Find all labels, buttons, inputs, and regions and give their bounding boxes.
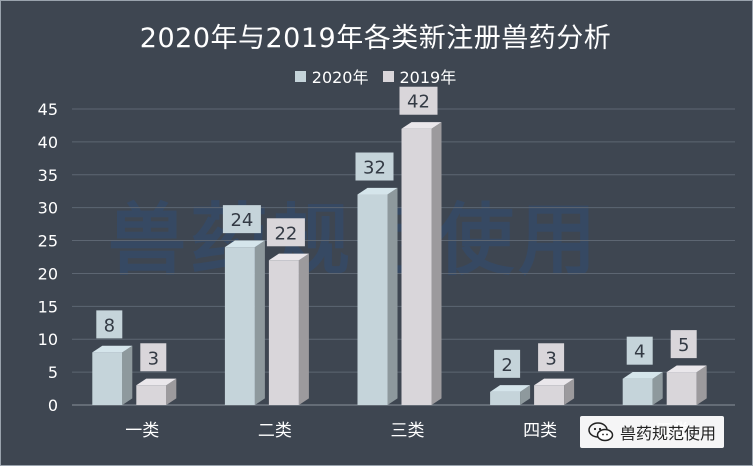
bar-side <box>122 345 133 405</box>
bar-top <box>666 365 707 373</box>
data-label-box <box>355 152 394 181</box>
data-label-box <box>670 330 697 359</box>
y-tick-label: 30 <box>38 199 58 218</box>
data-label: 22 <box>274 223 297 244</box>
y-tick-label: 40 <box>38 133 58 152</box>
bar-side <box>696 365 707 405</box>
data-label: 4 <box>634 342 645 363</box>
legend-item-2020: 2020年 <box>294 64 369 88</box>
y-tick-label: 35 <box>38 166 58 185</box>
data-label-box <box>399 86 438 115</box>
data-label-box <box>96 310 123 339</box>
bar <box>268 260 299 405</box>
bar <box>401 128 432 405</box>
bar <box>357 194 388 405</box>
bar-top <box>357 187 398 195</box>
bar-side <box>166 378 177 405</box>
bar-side <box>520 385 531 405</box>
x-tick-label: 一类 <box>125 421 159 441</box>
bar-side <box>431 122 442 406</box>
bar-top <box>490 385 531 392</box>
data-label-box <box>538 343 565 372</box>
y-tick-label: 0 <box>48 396 58 415</box>
bar-top <box>224 240 265 248</box>
bar-side <box>254 240 265 405</box>
x-tick-label: 三类 <box>391 421 425 441</box>
chart-title: 2020年与2019年各类新注册兽药分析 <box>139 23 612 54</box>
bar <box>534 385 565 405</box>
data-label: 32 <box>363 158 386 179</box>
y-tick-label: 15 <box>38 297 58 316</box>
data-label: 3 <box>545 348 556 369</box>
wechat-icon <box>588 422 614 442</box>
data-label-box <box>140 343 167 372</box>
wechat-badge: 兽药规范使用 <box>580 416 725 448</box>
chart-legend: 2020年 2019年 <box>0 64 751 88</box>
data-label: 42 <box>407 92 430 113</box>
bar-top <box>534 378 575 386</box>
legend-swatch-2019 <box>382 70 394 82</box>
y-tick-label: 25 <box>38 232 58 251</box>
bar <box>490 391 521 405</box>
bar-top <box>136 378 177 386</box>
bar-top <box>92 345 133 353</box>
data-label: 8 <box>104 315 115 336</box>
bar <box>224 247 255 405</box>
legend-item-2019: 2019年 <box>382 64 457 88</box>
data-label: 5 <box>678 335 689 356</box>
bar-top <box>401 122 442 129</box>
data-label: 3 <box>148 348 159 369</box>
y-tick-label: 10 <box>38 330 58 349</box>
data-label-box <box>222 205 261 234</box>
bar-side <box>387 187 398 405</box>
bar-side <box>298 253 309 405</box>
legend-label-2019: 2019年 <box>399 68 457 87</box>
y-tick-label: 20 <box>38 264 58 283</box>
bar <box>92 352 123 405</box>
bar <box>136 385 167 405</box>
bar-side <box>564 378 575 405</box>
x-tick-label: 二类 <box>258 421 292 441</box>
data-label-box <box>494 349 521 378</box>
wechat-badge-label: 兽药规范使用 <box>620 424 717 443</box>
data-label: 24 <box>230 210 253 231</box>
y-tick-label: 5 <box>48 363 58 382</box>
bar <box>666 372 697 405</box>
legend-swatch-2020 <box>294 70 306 82</box>
bar-side <box>652 372 663 405</box>
bar-top <box>268 253 309 261</box>
bar-top <box>622 372 663 379</box>
legend-label-2020: 2020年 <box>311 68 369 87</box>
data-label-box <box>626 336 653 365</box>
x-tick-label: 四类 <box>523 421 557 441</box>
data-label-box <box>266 218 305 247</box>
y-tick-label: 45 <box>38 100 58 119</box>
bar <box>622 378 653 405</box>
data-label: 2 <box>501 355 512 376</box>
